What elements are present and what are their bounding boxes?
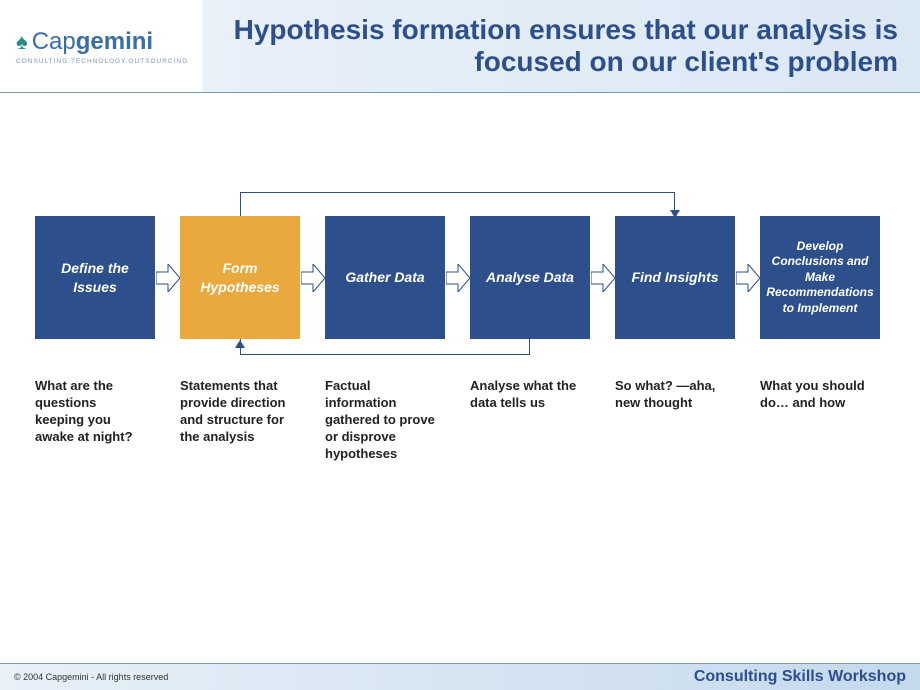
flow-box-0: Define the Issues xyxy=(35,216,155,339)
workshop-title: Consulting Skills Workshop xyxy=(694,668,906,686)
arrow-gap-0 xyxy=(155,216,180,339)
logo-text: ♠Capgemini xyxy=(16,28,205,56)
feedback-arrow-bottom xyxy=(240,339,530,355)
flow-box-5: Develop Conclusions and Make Recommendat… xyxy=(760,216,880,339)
arrow-right-icon xyxy=(301,264,325,292)
arrow-right-icon xyxy=(156,264,180,292)
slide-header: ♠Capgemini CONSULTING.TECHNOLOGY.OUTSOUR… xyxy=(0,0,920,93)
feedback-arrow-top xyxy=(240,192,675,216)
flow-desc-2: Factual information gathered to prove or… xyxy=(325,378,445,462)
logo: ♠Capgemini CONSULTING.TECHNOLOGY.OUTSOUR… xyxy=(0,28,205,65)
copyright-text: © 2004 Capgemini - All rights reserved xyxy=(14,672,168,682)
arrow-right-icon xyxy=(446,264,470,292)
slide-content: Define the Issues Form Hypotheses Gather… xyxy=(0,93,920,663)
slide-footer: © 2004 Capgemini - All rights reserved C… xyxy=(0,663,920,690)
arrow-gap-4 xyxy=(735,216,760,339)
flow-box-2: Gather Data xyxy=(325,216,445,339)
flow-desc-4: So what? —aha, new thought xyxy=(615,378,735,462)
logo-prefix: Cap xyxy=(32,28,76,55)
flow-desc-1: Statements that provide direction and st… xyxy=(180,378,300,462)
arrow-gap-2 xyxy=(445,216,470,339)
flow-box-1: Form Hypotheses xyxy=(180,216,300,339)
spade-icon: ♠ xyxy=(16,29,28,55)
arrow-right-icon xyxy=(591,264,615,292)
slide-title: Hypothesis formation ensures that our an… xyxy=(205,14,920,78)
flow-desc-0: What are the questions keeping you awake… xyxy=(35,378,155,462)
flow-box-3: Analyse Data xyxy=(470,216,590,339)
arrow-gap-1 xyxy=(300,216,325,339)
desc-row: What are the questions keeping you awake… xyxy=(35,378,895,462)
flow-row: Define the Issues Form Hypotheses Gather… xyxy=(35,216,895,339)
arrow-gap-3 xyxy=(590,216,615,339)
logo-suffix: gemini xyxy=(76,28,153,55)
flow-box-4: Find Insights xyxy=(615,216,735,339)
arrowhead-up-icon xyxy=(235,340,245,348)
logo-tagline: CONSULTING.TECHNOLOGY.OUTSOURCING xyxy=(16,58,205,65)
flow-desc-5: What you should do… and how xyxy=(760,378,880,462)
arrow-right-icon xyxy=(736,264,760,292)
flow-desc-3: Analyse what the data tells us xyxy=(470,378,590,462)
